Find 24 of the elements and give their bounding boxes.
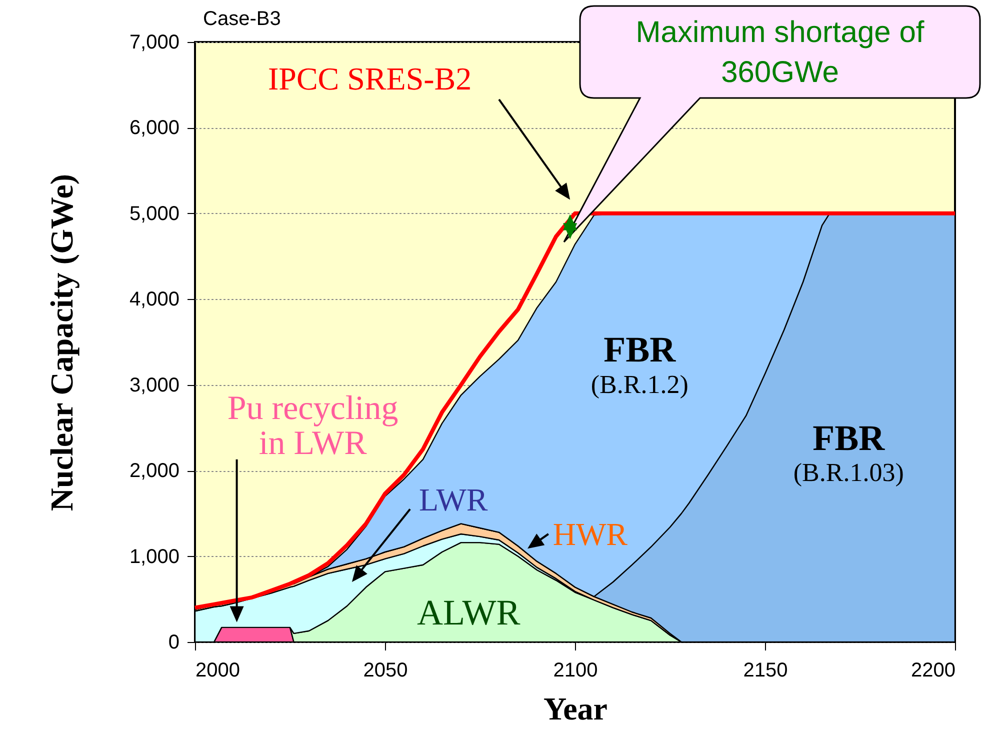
y-tick-label: 3,000	[129, 374, 180, 396]
y-tick-label: 5,000	[129, 202, 180, 225]
series-label: ALWR	[416, 592, 520, 633]
x-tick-label: 2200	[911, 660, 956, 682]
text: Pu recycling in LWR	[227, 390, 398, 462]
y-tick-label: 6,000	[129, 117, 180, 140]
annotation: Maximum shortage of 360GWe	[634, 15, 926, 91]
x-tick-label: 2000	[196, 660, 240, 682]
y-tick-label: 1,000	[129, 546, 180, 568]
text: FBR (B.R.1.2)	[590, 330, 688, 399]
text: Case-B3	[203, 8, 281, 31]
x-tick-label: 2150	[743, 660, 788, 682]
y-tick-label: 4,000	[129, 288, 180, 311]
x-tick-label: 2050	[363, 660, 408, 682]
legend-label: HWR	[552, 516, 628, 552]
y-axis-title: Nuclear Capacity (GWe)	[43, 174, 80, 512]
y-tick-label: 2,000	[129, 460, 180, 482]
text: FBR (B.R.1.03)	[793, 418, 904, 488]
x-tick-label: 2100	[553, 660, 598, 682]
y-tick-label: 0	[168, 632, 180, 654]
series-label: LWR	[419, 482, 488, 518]
x-axis-title: Year	[544, 690, 608, 726]
text: IPCC SRES-B2	[268, 60, 472, 97]
y-tick-label: 7,000	[129, 32, 180, 54]
